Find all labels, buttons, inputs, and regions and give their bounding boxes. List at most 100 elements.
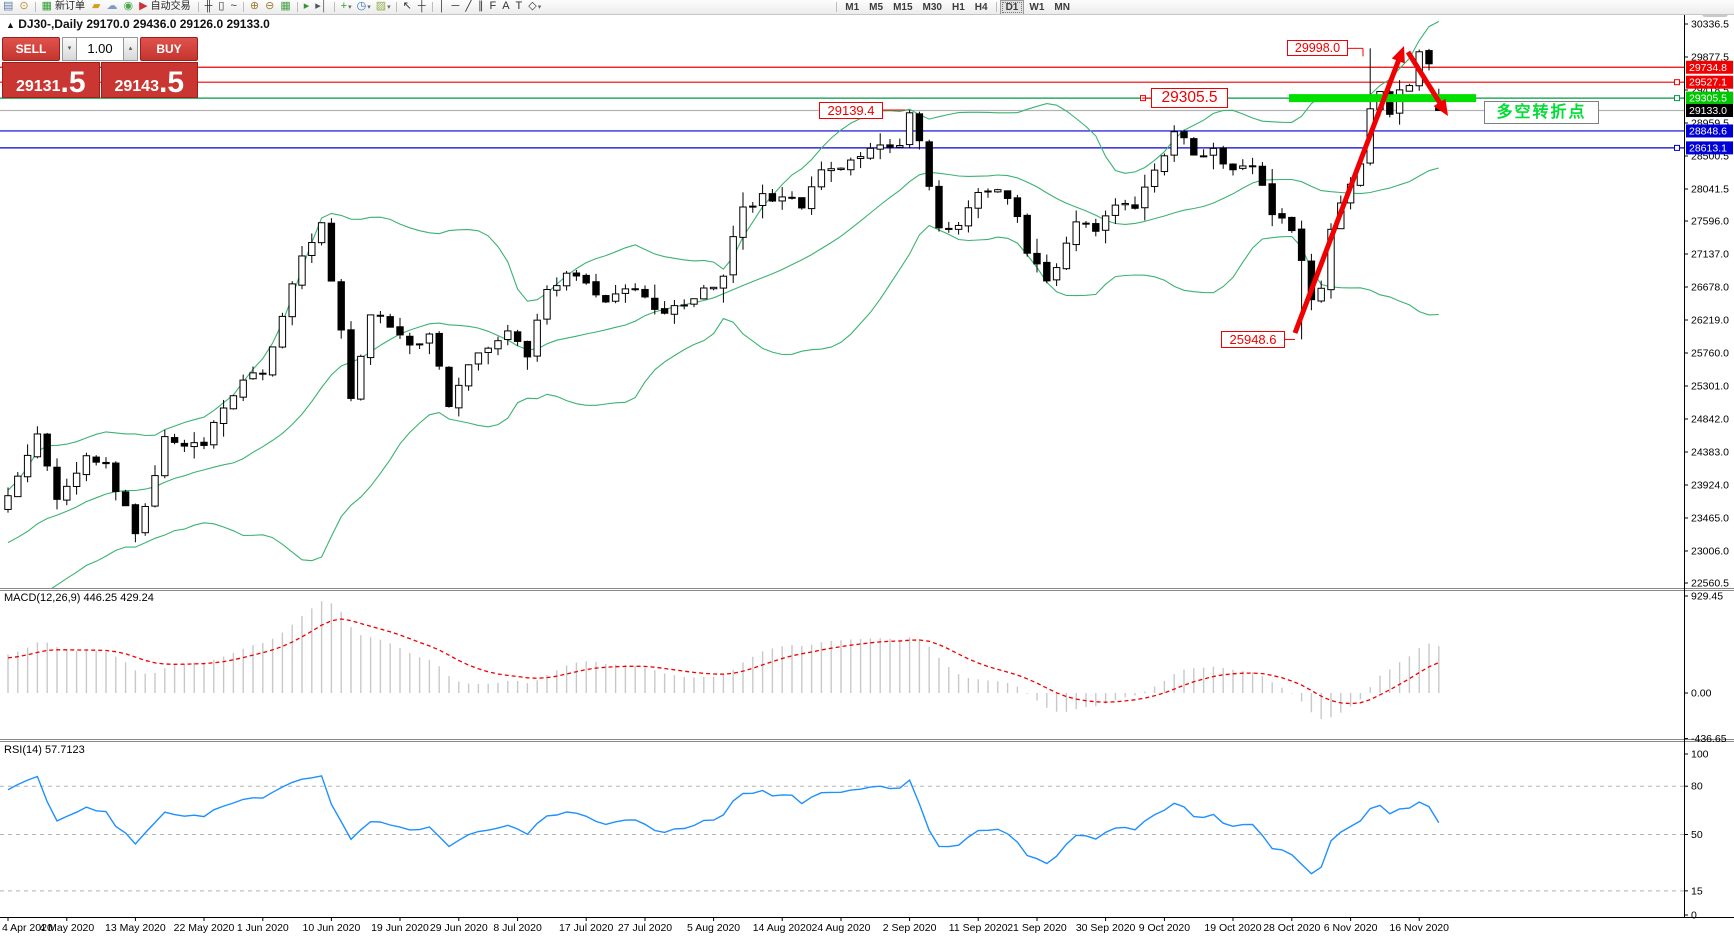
volume-increase-button[interactable]: ▴ xyxy=(123,37,138,61)
ohlc-values: 29170.0 29436.0 29126.0 29133.0 xyxy=(86,17,270,31)
price-level-badge: 29133.0 xyxy=(1689,105,1727,117)
cursor-icon[interactable]: ↖ xyxy=(402,0,412,12)
auto-scroll-icon[interactable]: ▸ xyxy=(303,0,310,12)
axis-date-label: 21 Sep 2020 xyxy=(1007,922,1067,934)
axis-price-label: 23924.0 xyxy=(1691,479,1729,491)
axis-date-label: 16 Nov 2020 xyxy=(1389,922,1449,934)
signals-icon[interactable]: ◉ xyxy=(123,0,134,12)
text-label-icon[interactable]: T xyxy=(515,0,523,12)
axis-date-label: 4 Apr 2020 xyxy=(2,922,53,934)
timeframe-m5[interactable]: M5 xyxy=(869,1,884,13)
shapes-icon[interactable]: ◇ xyxy=(528,0,537,12)
symbol-period-label: DJ30-,Daily xyxy=(18,17,83,31)
macd-signal-value: 429.24 xyxy=(120,592,154,604)
trendline-icon[interactable]: ╱ xyxy=(465,0,472,12)
timeframe-m30[interactable]: M30 xyxy=(922,1,942,13)
autotrading-button-label[interactable]: 自动交易 xyxy=(150,1,191,12)
price-annotation[interactable]: 29998.0 xyxy=(1287,40,1348,57)
horizontal-line-icon[interactable]: ─ xyxy=(451,0,460,12)
axis-price-label: 23465.0 xyxy=(1691,512,1729,524)
chart-shift-icon[interactable]: ▸│ xyxy=(315,0,328,12)
axis-price-label: 50 xyxy=(1691,829,1703,841)
zoom-out-icon[interactable]: ⊖ xyxy=(265,0,275,12)
timeframe-h1[interactable]: H1 xyxy=(951,1,965,13)
timeframe-m1[interactable]: M1 xyxy=(845,1,860,13)
candlestick-chart-icon[interactable]: ▯ xyxy=(218,0,225,12)
sell-price[interactable]: 29131.5 xyxy=(2,62,100,98)
macd-signal-line xyxy=(7,618,1440,705)
collapse-marker-icon[interactable]: ▲ xyxy=(6,20,15,30)
price-annotation[interactable]: 29305.5 xyxy=(1151,88,1228,109)
bollinger-middle-line xyxy=(7,167,1439,544)
price-level-badge: 29734.8 xyxy=(1689,62,1727,74)
volume-decrease-button[interactable]: ▾ xyxy=(62,37,77,61)
indicators-icon[interactable]: + xyxy=(340,0,348,12)
rsi-value: 57.7123 xyxy=(44,744,85,756)
sell-button[interactable]: SELL xyxy=(2,37,60,61)
axis-price-label: 27137.0 xyxy=(1691,249,1729,261)
line-chart-icon[interactable]: ~ xyxy=(230,0,237,12)
chart-title: ▲ DJ30-,Daily 29170.0 29436.0 29126.0 29… xyxy=(6,17,270,31)
rsi-name: RSI(14) xyxy=(4,744,42,756)
autotrading-button[interactable]: ▶ xyxy=(139,0,148,12)
text-icon[interactable]: A xyxy=(502,0,510,12)
toolbar-separator xyxy=(333,2,335,12)
macd-name: MACD(12,26,9) xyxy=(4,592,81,604)
axis-date-label: 30 Sep 2020 xyxy=(1076,922,1136,934)
axis-date-label: 29 Jun 2020 xyxy=(430,922,488,934)
axis-date-label: 24 Aug 2020 xyxy=(812,922,871,934)
new-order-button[interactable]: ▦ xyxy=(41,0,53,12)
axis-price-label: 25301.0 xyxy=(1691,380,1729,392)
shapes-icon-dropdown[interactable]: ▾ xyxy=(537,4,542,11)
tile-windows-icon[interactable]: ▦ xyxy=(280,0,291,12)
timeframe-w1[interactable]: W1 xyxy=(1029,1,1045,13)
axis-price-label: 27596.0 xyxy=(1691,216,1729,228)
bollinger-upper-line xyxy=(7,21,1440,491)
axis-date-label: 27 Jul 2020 xyxy=(618,922,672,934)
zoom-in-icon[interactable]: ⊕ xyxy=(249,0,260,12)
timeframe-h4[interactable]: H4 xyxy=(974,1,988,13)
timeframe-d1[interactable]: D1 xyxy=(999,0,1025,14)
bar-chart-icon[interactable]: ╫ xyxy=(204,0,213,12)
channel-icon[interactable]: ∥ xyxy=(477,0,484,12)
price-annotation[interactable]: 29139.4 xyxy=(819,101,883,119)
axis-date-label: 17 Jul 2020 xyxy=(559,922,613,934)
price-level-badge: 29527.1 xyxy=(1689,77,1727,89)
axis-price-label: 23006.0 xyxy=(1691,545,1729,557)
periods-icon-dropdown[interactable]: ▾ xyxy=(367,4,371,11)
buy-price[interactable]: 29143.5 xyxy=(100,62,198,98)
templates-icon-dropdown[interactable]: ▾ xyxy=(387,4,391,11)
axis-price-label: 100 xyxy=(1691,749,1709,761)
axis-date-label: 19 Jun 2020 xyxy=(371,922,429,934)
axis-date-label: 19 Oct 2020 xyxy=(1204,922,1261,934)
price-annotation[interactable]: 25948.6 xyxy=(1221,330,1285,348)
one-click-trading-panel: SELL ▾ 1.00 ▴ BUY 29131.5 29143.5 xyxy=(2,37,198,98)
fibonacci-icon[interactable]: F xyxy=(489,0,497,12)
price-level-badge: 29305.5 xyxy=(1689,93,1727,105)
volume-value[interactable]: 1.00 xyxy=(77,37,123,61)
terminal-icon[interactable]: ▤ xyxy=(3,0,14,12)
periods-icon[interactable]: ◷ xyxy=(356,0,367,12)
buy-button[interactable]: BUY xyxy=(140,37,198,61)
axis-price-label: 30336.5 xyxy=(1691,19,1729,31)
axes xyxy=(0,14,1734,918)
mql5-cloud-icon[interactable]: ☁ xyxy=(106,0,118,12)
vertical-line-icon[interactable]: │ xyxy=(438,0,446,12)
gold-icon[interactable]: ▰ xyxy=(92,0,101,12)
toolbar-separator xyxy=(296,2,298,12)
turning-point-text[interactable]: 多空转折点 xyxy=(1484,101,1599,124)
crosshair-icon[interactable]: ┼ xyxy=(417,0,426,12)
timeframe-m15[interactable]: M15 xyxy=(893,1,913,13)
axis-date-label: 10 Jun 2020 xyxy=(302,922,360,934)
axis-price-label: 929.45 xyxy=(1691,591,1723,603)
bollinger-lower-line xyxy=(51,224,1439,588)
indicators-icon-dropdown[interactable]: ▾ xyxy=(348,4,352,11)
toolbar-separator xyxy=(197,2,199,12)
timeframe-mn[interactable]: MN xyxy=(1054,1,1070,13)
templates-icon[interactable]: ▨ xyxy=(375,0,387,12)
trend-arrow[interactable] xyxy=(1292,46,1448,334)
market-watch-icon[interactable]: ⊙ xyxy=(19,0,29,12)
new-order-button-label[interactable]: 新订单 xyxy=(55,1,86,12)
